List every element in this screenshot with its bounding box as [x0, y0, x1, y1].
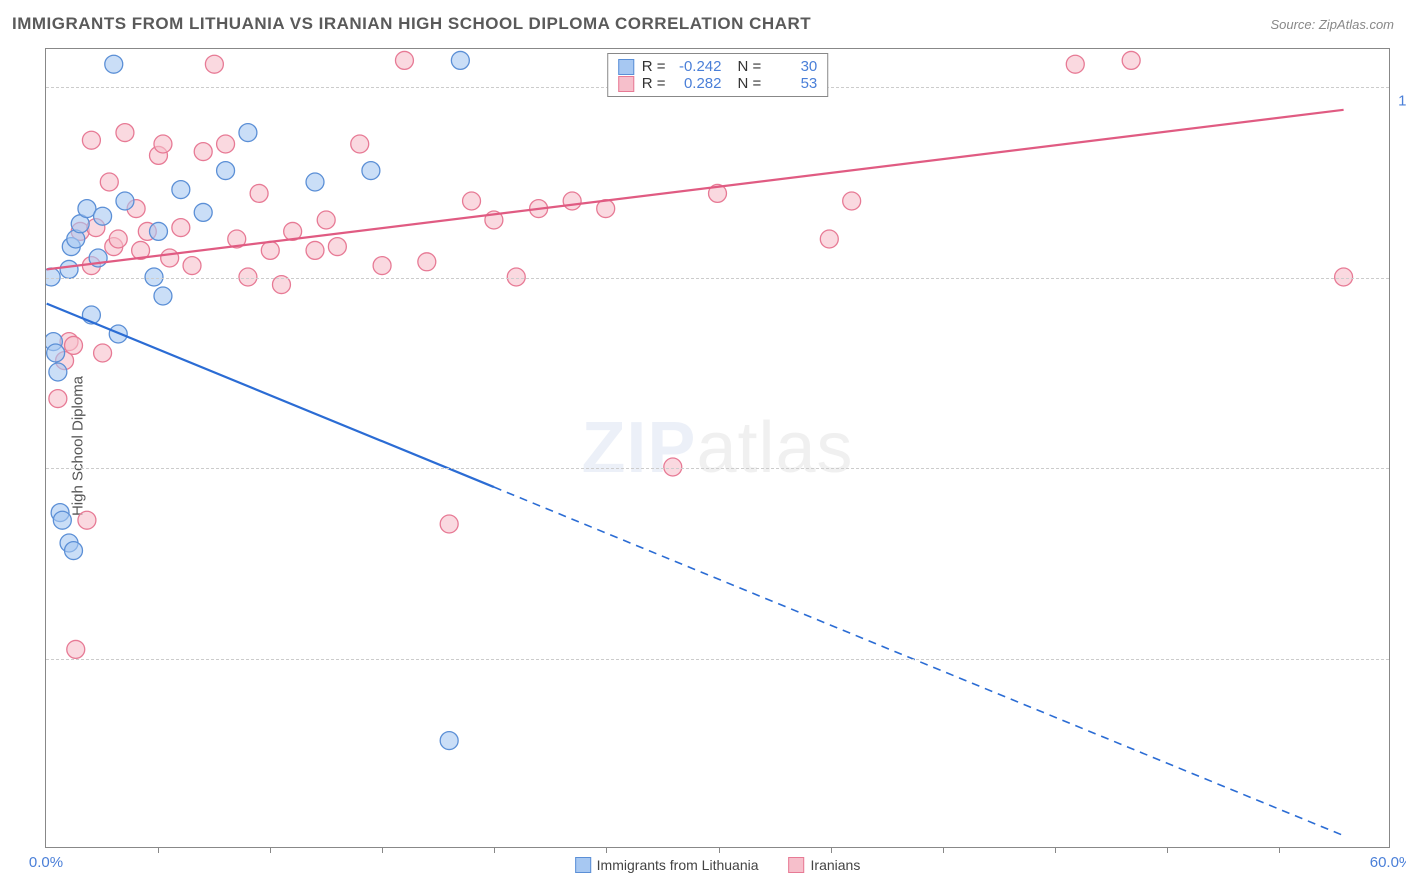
- xlegend-iranians: Iranians: [789, 857, 861, 873]
- x-tick: [494, 847, 495, 853]
- x-axis-legend: Immigrants from Lithuania Iranians: [575, 857, 861, 873]
- x-tick: [606, 847, 607, 853]
- xlegend-lithuania: Immigrants from Lithuania: [575, 857, 759, 873]
- source-credit: Source: ZipAtlas.com: [1270, 17, 1394, 32]
- x-tick: [270, 847, 271, 853]
- gridline: [46, 468, 1389, 469]
- x-tick: [1167, 847, 1168, 853]
- gridline: [46, 278, 1389, 279]
- n-value-iranians: 53: [769, 75, 817, 92]
- legend-swatch-lithuania: [618, 59, 634, 75]
- scatter-svg: [46, 49, 1389, 847]
- x-tick-label: 0.0%: [29, 854, 63, 871]
- gridline: [46, 659, 1389, 660]
- x-tick: [943, 847, 944, 853]
- legend-row-lithuania: R = -0.242 N = 30: [618, 58, 818, 75]
- chart-plot-area: R = -0.242 N = 30 R = 0.282 N = 53 ZIPat…: [45, 48, 1390, 848]
- legend-row-iranians: R = 0.282 N = 53: [618, 75, 818, 92]
- x-tick: [831, 847, 832, 853]
- r-value-iranians: 0.282: [674, 75, 722, 92]
- xlegend-swatch-lithuania: [575, 857, 591, 873]
- x-tick-label: 60.0%: [1370, 854, 1406, 871]
- r-value-lithuania: -0.242: [674, 58, 722, 75]
- x-tick: [158, 847, 159, 853]
- legend-swatch-iranians: [618, 76, 634, 92]
- x-tick: [382, 847, 383, 853]
- n-value-lithuania: 30: [769, 58, 817, 75]
- correlation-legend: R = -0.242 N = 30 R = 0.282 N = 53: [607, 53, 829, 97]
- x-tick: [1279, 847, 1280, 853]
- y-tick-label: 100.0%: [1398, 93, 1406, 110]
- x-tick: [719, 847, 720, 853]
- chart-title: IMMIGRANTS FROM LITHUANIA VS IRANIAN HIG…: [12, 14, 811, 34]
- xlegend-swatch-iranians: [789, 857, 805, 873]
- x-tick: [1055, 847, 1056, 853]
